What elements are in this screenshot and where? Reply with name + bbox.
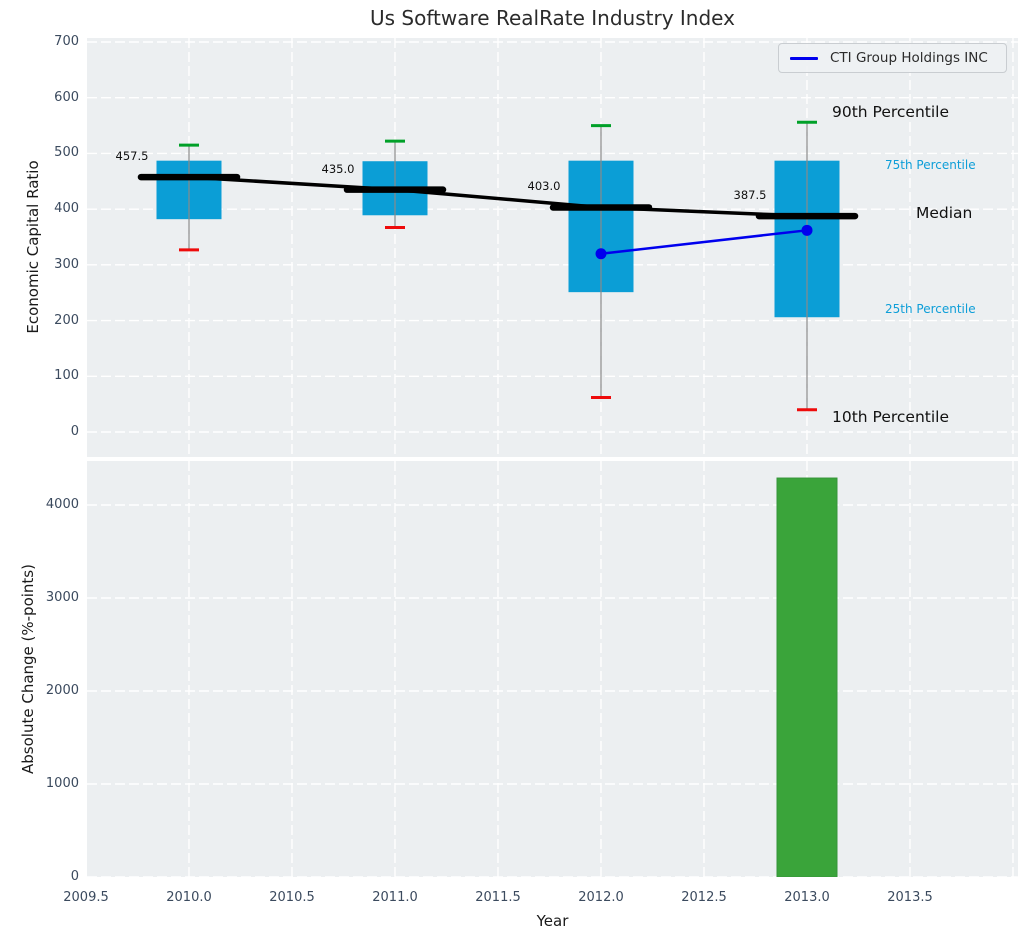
company-point-2012 — [595, 248, 607, 260]
legend-label: CTI Group Holdings INC — [830, 50, 988, 66]
x-tick-label: 2010.5 — [269, 890, 315, 905]
x-tick-label: 2011.5 — [475, 890, 521, 905]
absolute-change-bar-2013 — [776, 477, 838, 877]
median-value-label: 387.5 — [733, 188, 767, 203]
top-y-axis-label: Economic Capital Ratio — [24, 160, 42, 334]
top-y-tick-label: 300 — [54, 256, 79, 272]
chart-title: Us Software RealRate Industry Index — [370, 6, 735, 30]
median-value-label: 403.0 — [527, 179, 561, 194]
top-y-tick-label: 200 — [54, 312, 79, 328]
top-y-tick-label: 400 — [54, 201, 79, 217]
x-tick-label: 2013.5 — [887, 890, 933, 905]
legend-line-swatch — [790, 56, 818, 60]
x-tick-label: 2012.5 — [681, 890, 727, 905]
annotation-median: Median — [916, 204, 973, 222]
legend: CTI Group Holdings INC — [778, 43, 1007, 73]
annotation-90th-percentile: 90th Percentile — [832, 103, 950, 121]
bottom-y-tick-label: 1000 — [45, 776, 79, 791]
top-plot-area — [87, 38, 1018, 457]
top-y-tick-label: 100 — [54, 368, 79, 384]
bottom-y-tick-label: 3000 — [45, 590, 79, 605]
top-y-tick-label: 700 — [54, 34, 79, 49]
annotation-75th-percentile: 75th Percentile — [885, 158, 976, 172]
annotation-25th-percentile: 25th Percentile — [885, 302, 976, 316]
top-y-tick-label: 600 — [54, 89, 79, 105]
company-point-2013 — [801, 224, 813, 236]
median-value-label: 435.0 — [321, 161, 355, 176]
top-y-tick-label: 500 — [54, 145, 79, 161]
x-axis-label: Year — [536, 912, 569, 930]
x-tick-label: 2011.0 — [372, 890, 418, 905]
median-value-label: 457.5 — [115, 149, 149, 164]
bottom-y-tick-label: 0 — [70, 869, 79, 884]
x-tick-label: 2013.0 — [784, 890, 830, 905]
x-tick-label: 2010.0 — [166, 890, 212, 905]
annotation-10th-percentile: 10th Percentile — [832, 408, 950, 426]
bar-canvas — [87, 461, 1018, 877]
bottom-plot-area — [87, 461, 1018, 877]
boxplot-canvas — [87, 38, 1018, 457]
company-line — [600, 229, 808, 255]
top-y-tick-label: 0 — [70, 424, 79, 439]
median-trend-line — [188, 175, 808, 218]
x-tick-label: 2009.5 — [63, 890, 109, 905]
bottom-y-tick-label: 4000 — [45, 497, 79, 512]
x-tick-label: 2012.0 — [578, 890, 624, 905]
bottom-y-tick-label: 2000 — [45, 683, 79, 698]
